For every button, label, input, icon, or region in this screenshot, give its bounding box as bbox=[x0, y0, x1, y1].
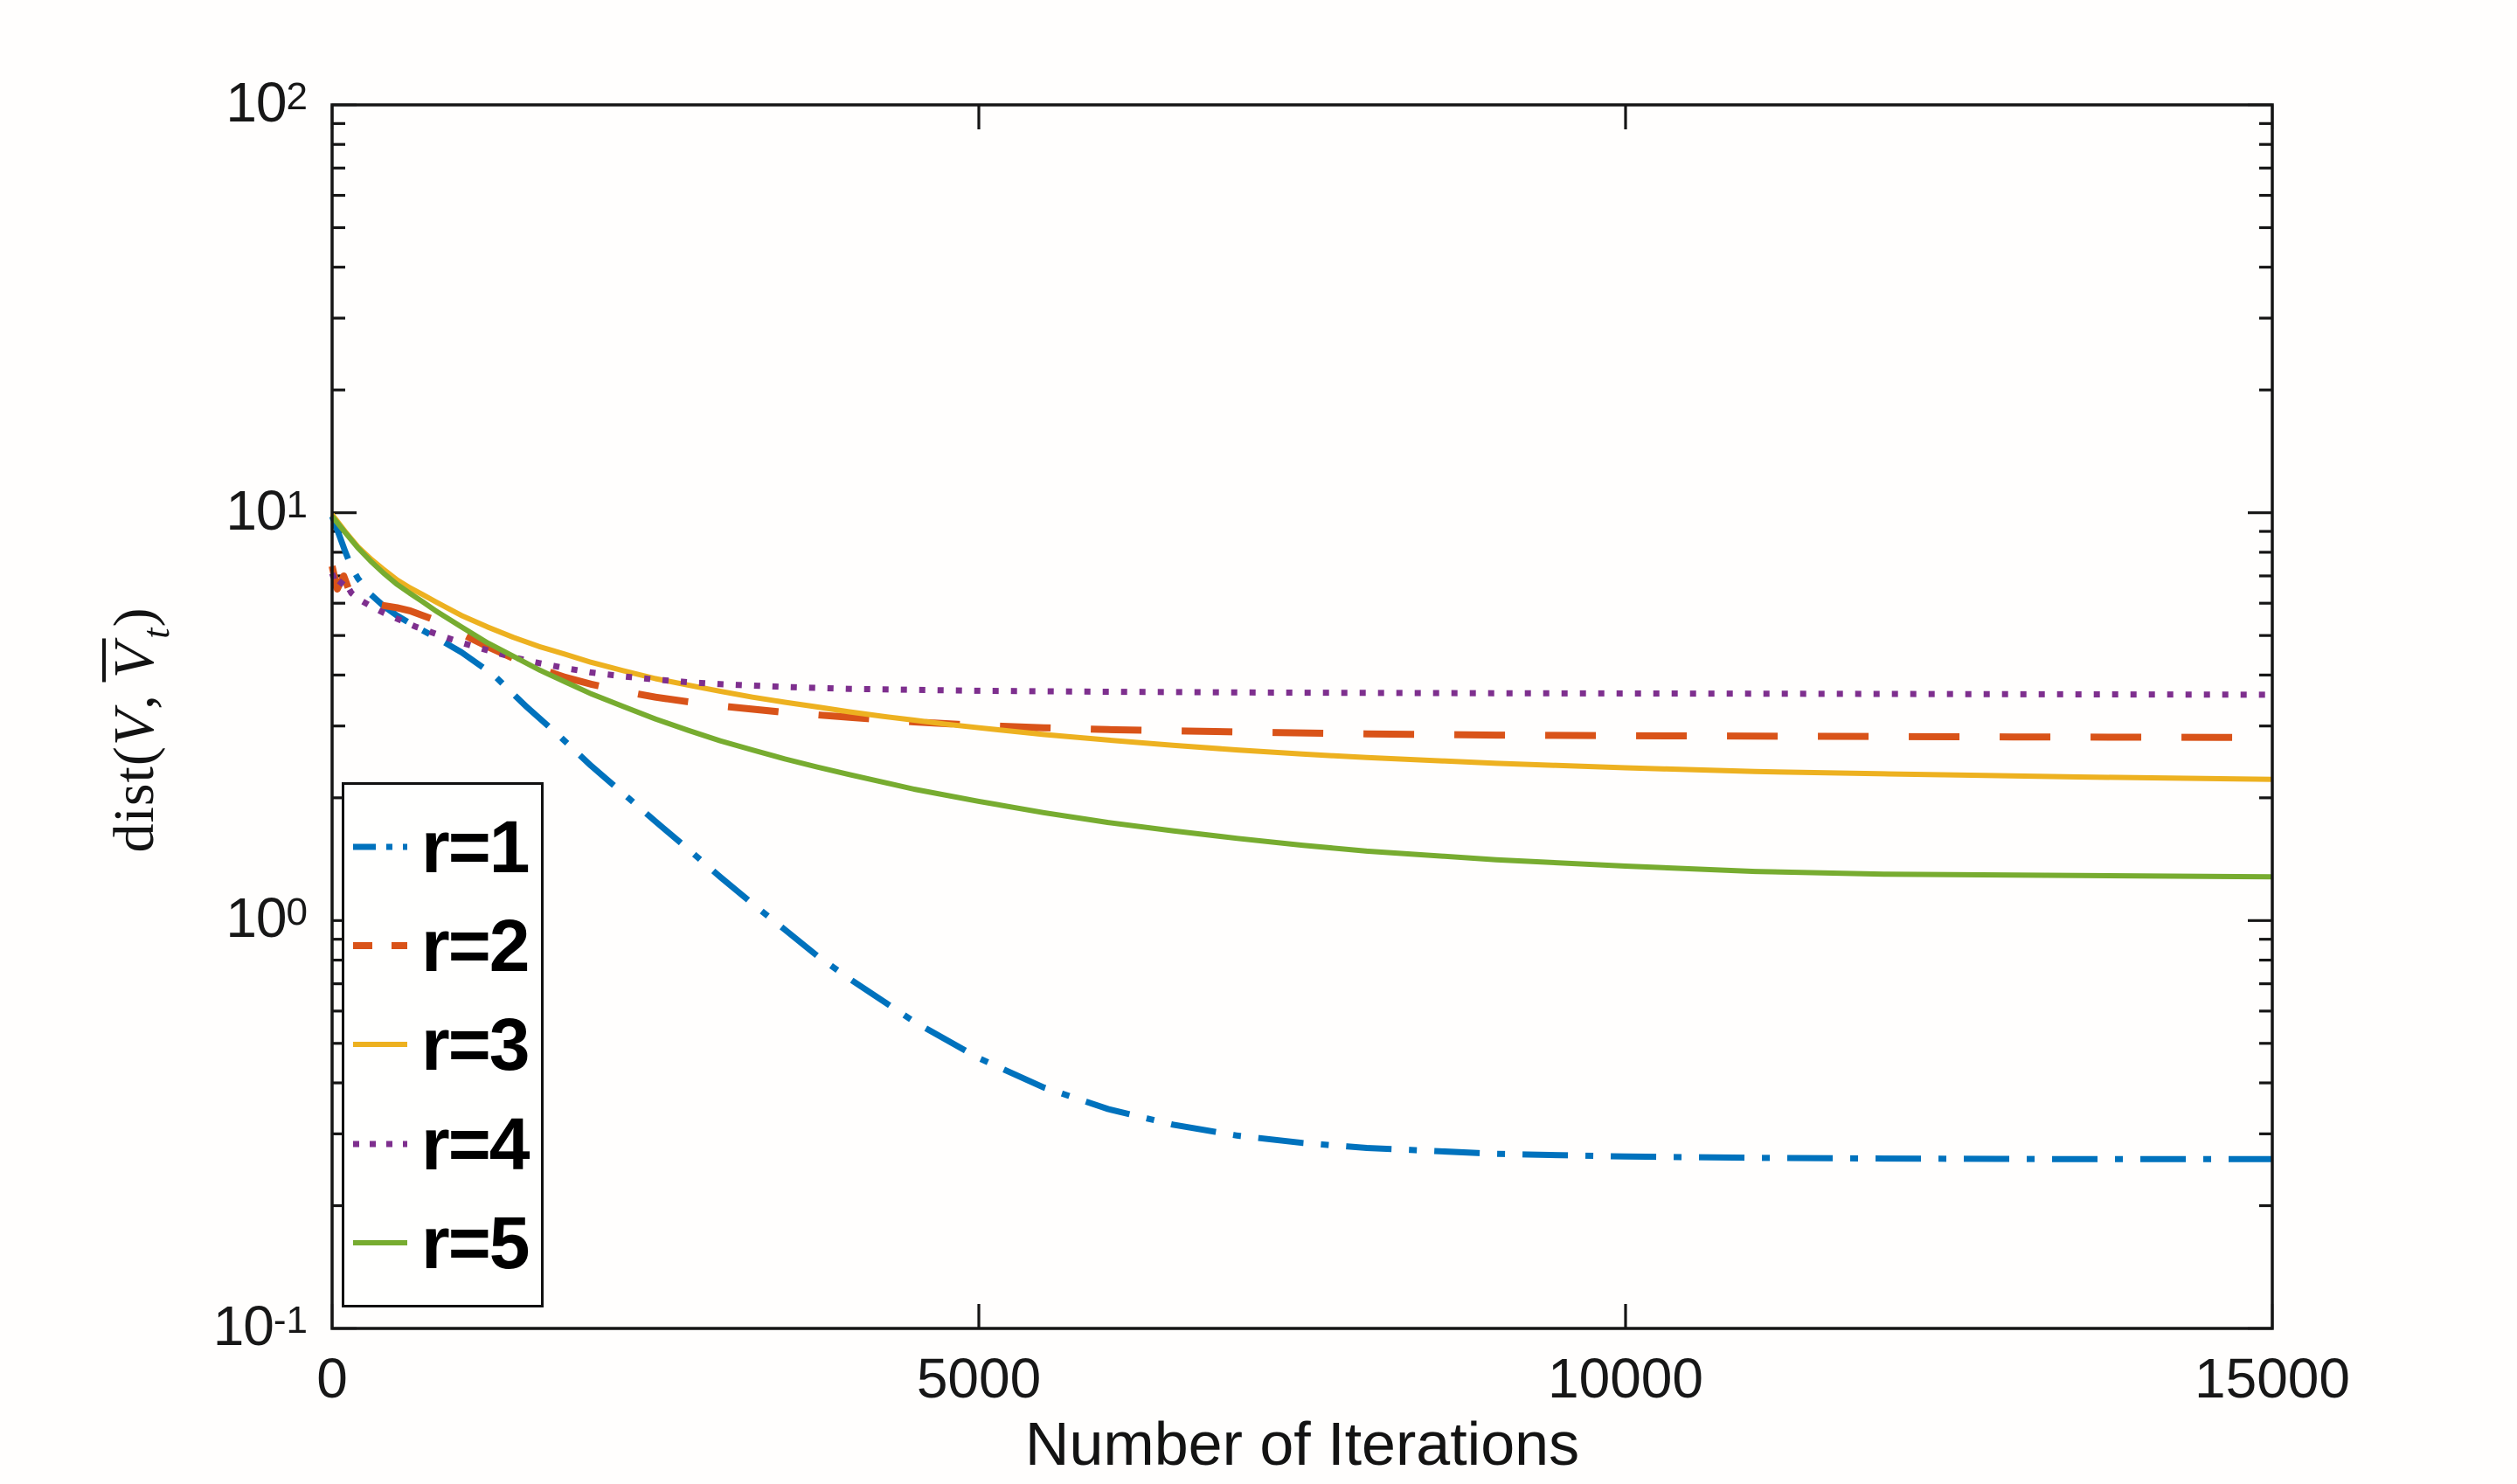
series-line-r3 bbox=[329, 512, 2273, 782]
y-axis-label: dist(V, Vt) bbox=[101, 607, 178, 853]
y-label-dist: dist( bbox=[102, 745, 166, 853]
series-line-r4 bbox=[329, 572, 2273, 698]
y-label-sub-t: t bbox=[135, 627, 177, 639]
y-tick-label-10e1: 101 bbox=[225, 478, 308, 542]
legend-box: r=1 r=2 r=3 r=4 r=5 bbox=[342, 782, 544, 1307]
x-tick-label-0: 0 bbox=[316, 1347, 348, 1410]
y-label-close-paren: ) bbox=[102, 607, 166, 628]
y-label-Vbar: V bbox=[102, 638, 166, 683]
legend-item-r1: r=1 bbox=[351, 810, 541, 884]
legend-line-sample-dashdot bbox=[353, 843, 407, 850]
series-line-r5 bbox=[329, 514, 2273, 880]
y-tick-label-10e0: 100 bbox=[225, 886, 308, 950]
x-tick-label-10000: 10000 bbox=[1548, 1347, 1703, 1410]
x-tick-label-15000: 15000 bbox=[2195, 1347, 2350, 1410]
legend-label-r5: r=5 bbox=[421, 1201, 530, 1284]
series-line-r1 bbox=[329, 515, 2272, 1162]
y-label-comma: , bbox=[102, 694, 166, 710]
y-label-V: V bbox=[102, 709, 166, 746]
legend-line-sample-solid bbox=[353, 1239, 407, 1245]
x-axis-label: Number of Iterations bbox=[1024, 1410, 1580, 1478]
legend-item-r5: r=5 bbox=[351, 1206, 541, 1279]
legend-label-r4: r=4 bbox=[421, 1102, 530, 1185]
legend-line-sample-dashed bbox=[353, 942, 407, 950]
legend-line-sample-solid bbox=[353, 1042, 407, 1048]
plot-frame bbox=[330, 103, 2274, 1330]
legend-item-r3: r=3 bbox=[351, 1008, 541, 1081]
legend-label-r3: r=3 bbox=[421, 1003, 530, 1086]
legend-label-r1: r=1 bbox=[421, 806, 530, 889]
x-tick-label-5000: 5000 bbox=[916, 1347, 1042, 1410]
legend-item-r2: r=2 bbox=[351, 909, 541, 982]
y-tick-label-10e2: 102 bbox=[225, 71, 308, 135]
legend-label-r2: r=2 bbox=[421, 905, 530, 988]
series-line-r2 bbox=[329, 565, 2273, 741]
legend-item-r4: r=4 bbox=[351, 1107, 541, 1181]
y-tick-label-10e-1: 10-1 bbox=[212, 1294, 308, 1358]
legend-line-sample-dotted bbox=[353, 1141, 407, 1148]
